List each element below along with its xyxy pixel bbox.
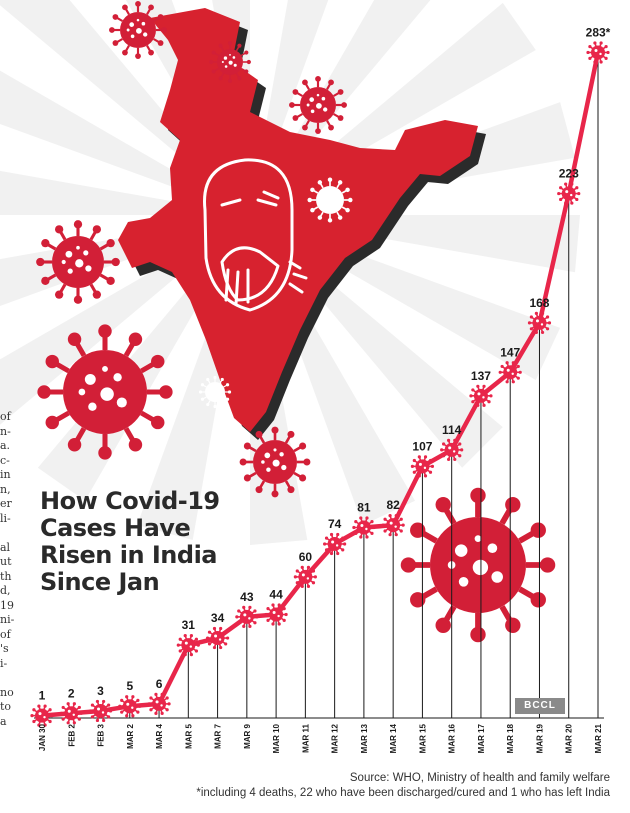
x-tick-label: MAR 18 — [506, 723, 515, 753]
data-point — [527, 311, 552, 335]
virus-icon — [36, 220, 120, 304]
data-label: 81 — [357, 501, 371, 515]
data-point — [264, 603, 288, 626]
x-tick-label: MAR 20 — [565, 723, 574, 753]
virus-icon — [198, 375, 232, 409]
data-label: 147 — [500, 345, 520, 359]
data-label: 74 — [328, 517, 342, 531]
x-tick-label: MAR 15 — [418, 723, 427, 753]
virus-icon — [289, 76, 347, 134]
x-tick-label: FEB 3 — [97, 723, 106, 746]
x-tick-label: JAN 30 — [38, 723, 47, 751]
data-label: 137 — [471, 369, 491, 383]
data-point — [147, 692, 171, 716]
sunburst-ray — [0, 70, 250, 215]
x-tick-label: MAR 21 — [594, 723, 603, 753]
data-point — [235, 605, 259, 628]
x-tick-label: MAR 4 — [155, 723, 164, 748]
data-point — [59, 702, 83, 725]
data-label: 82 — [386, 498, 400, 512]
data-label: 168 — [529, 296, 549, 310]
data-point — [293, 565, 317, 589]
sunburst-ray — [0, 170, 250, 215]
data-label: 3 — [97, 684, 104, 698]
data-point — [323, 532, 347, 556]
source-line: Source: WHO, Ministry of health and fami… — [349, 772, 610, 784]
x-tick-label: MAR 10 — [272, 723, 281, 753]
x-tick-label: MAR 14 — [389, 723, 398, 753]
virus-icon — [239, 426, 311, 498]
data-label: 114 — [442, 423, 462, 437]
line-chart: 1 JAN 30 2 FEB 2 3 FEB 3 5 MAR 2 6 MAR 4 31 MAR 5 34… — [30, 25, 611, 753]
data-label: 283* — [586, 25, 611, 39]
bccl-watermark: BCCL — [515, 698, 565, 714]
x-tick-label: MAR 7 — [214, 723, 223, 748]
data-point — [205, 626, 230, 650]
data-label: 223 — [559, 167, 579, 181]
data-label: 107 — [412, 439, 432, 453]
data-point — [586, 41, 610, 64]
chart-title: How Covid-19 Cases Have Risen in India S… — [40, 488, 230, 596]
virus-icons — [36, 1, 556, 643]
source-note: Source: WHO, Ministry of health and fami… — [196, 771, 610, 801]
data-label: 44 — [269, 588, 283, 602]
x-tick-label: MAR 9 — [243, 723, 252, 748]
x-tick-label: MAR 16 — [448, 723, 457, 753]
sunburst-ray — [250, 0, 329, 215]
data-label: 2 — [68, 686, 75, 700]
data-point — [498, 361, 522, 384]
data-point — [381, 514, 405, 537]
data-point — [30, 704, 54, 727]
data-point — [352, 516, 376, 539]
x-tick-label: MAR 13 — [360, 723, 369, 753]
virus-icon — [37, 324, 173, 460]
virus-icon — [109, 1, 167, 59]
data-point — [88, 699, 113, 723]
x-tick-label: MAR 12 — [331, 723, 340, 753]
x-tick-label: MAR 2 — [126, 723, 135, 748]
x-tick-label: MAR 5 — [184, 723, 193, 748]
data-point — [118, 695, 142, 718]
x-tick-label: MAR 11 — [301, 723, 310, 752]
data-label: 1 — [39, 689, 46, 703]
data-label: 6 — [156, 677, 163, 691]
virus-icon — [307, 177, 353, 223]
data-point — [410, 455, 435, 478]
data-label: 34 — [211, 611, 225, 625]
virus-icon — [400, 487, 556, 643]
sneezing-face-icon — [203, 158, 308, 312]
title-line-2: Cases Have — [40, 514, 191, 542]
x-tick-label: MAR 17 — [477, 723, 486, 753]
title-line-3: Risen in India — [40, 541, 218, 569]
data-label: 5 — [126, 679, 133, 693]
footnote-line: *including 4 deaths, 22 who have been di… — [196, 787, 610, 799]
data-point — [469, 384, 493, 407]
cut-off-column-text: of n-a. c-in n, er li-al ut th d, 19 ni-of's i-no to… — [0, 410, 15, 728]
data-point — [176, 633, 200, 657]
virus-icon — [209, 41, 251, 83]
title-line-4: Since Jan — [40, 568, 160, 596]
india-map-icon — [118, 8, 486, 440]
x-tick-label: FEB 2 — [67, 723, 76, 746]
data-label: 60 — [299, 550, 313, 564]
data-point — [440, 438, 464, 462]
data-point — [557, 182, 581, 205]
x-tick-label: MAR 19 — [535, 723, 544, 753]
data-label: 43 — [240, 590, 254, 604]
title-line-1: How Covid-19 — [40, 487, 220, 515]
data-label: 31 — [182, 618, 196, 632]
